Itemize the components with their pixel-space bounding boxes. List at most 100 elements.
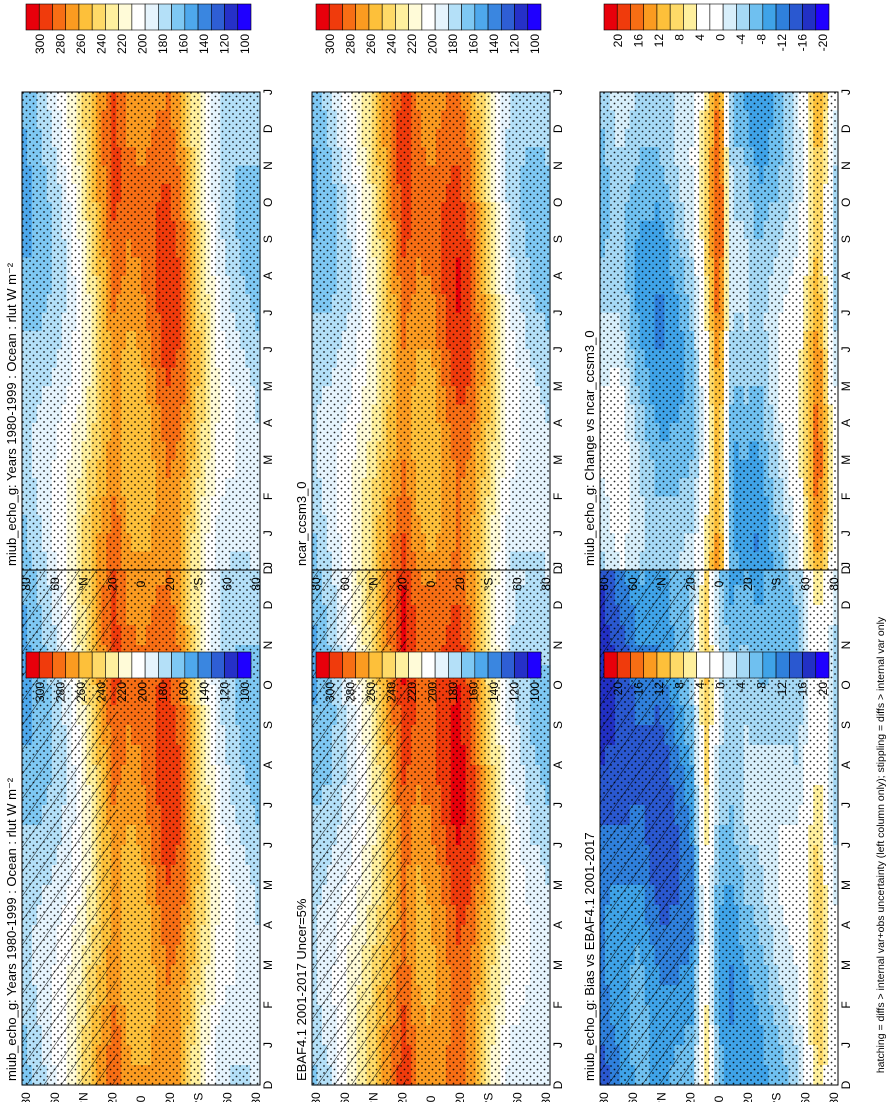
month-tick-label: M [261, 960, 275, 970]
colorbar-swatch [171, 651, 186, 679]
colorbar-label: -20 [816, 682, 830, 700]
lat-tick-label: 60 [48, 1092, 62, 1102]
colorbar-label: 160 [176, 682, 190, 702]
colorbar-label: 160 [466, 682, 480, 702]
month-tick-label: J [551, 1042, 565, 1048]
colorbar-swatch [52, 651, 67, 679]
lat-tick-label: 20 [741, 1092, 755, 1102]
colorbar-swatch [722, 651, 737, 679]
lat-tick-label: °S [192, 1093, 206, 1102]
month-tick-label: S [261, 721, 275, 729]
lat-tick-label: 20 [453, 1092, 467, 1102]
colorbar-label: 220 [115, 682, 129, 702]
lat-tick-label: °N [77, 1092, 91, 1102]
colorbar-swatch [474, 651, 489, 679]
colorbar-label: 0 [714, 682, 728, 689]
colorbar-swatch [696, 651, 711, 679]
colorbar-swatch [368, 651, 383, 679]
colorbar-swatch [643, 651, 658, 679]
lat-tick-label: 0 [424, 1095, 438, 1102]
colorbar-label: 120 [217, 682, 231, 702]
colorbar-label: 140 [487, 682, 501, 702]
colorbar-label: 12 [652, 682, 666, 696]
month-tick-label: S [551, 721, 565, 729]
colorbar-label: 100 [238, 682, 252, 702]
colorbar-label: 180 [156, 682, 170, 702]
colorbar-swatch [408, 651, 423, 679]
colorbar-swatch [788, 651, 803, 679]
colorbar-swatch [131, 651, 146, 679]
colorbar-label: 120 [507, 682, 521, 702]
colorbar-swatch [461, 651, 476, 679]
lat-tick-label: 80 [597, 1092, 611, 1102]
colorbar-label: 8 [673, 682, 687, 689]
colorbar-swatch [421, 651, 436, 679]
colorbar-swatch [118, 651, 133, 679]
colorbar-swatch [342, 651, 357, 679]
lat-tick-label: 80 [827, 1092, 841, 1102]
colorbar-swatch [762, 651, 777, 679]
month-tick-label: A [551, 761, 565, 769]
colorbar-label: 260 [74, 682, 88, 702]
hatching-overlay [312, 565, 408, 1085]
panel-title: EBAF4.1 2001-2017 Uncer=5% [294, 898, 309, 1081]
lat-tick-label: °N [655, 1092, 669, 1102]
lat-tick-label: 60 [338, 1092, 352, 1102]
colorbar-swatch [448, 651, 462, 679]
colorbar-label: -12 [775, 682, 789, 700]
lat-tick-label: 80 [19, 1092, 33, 1102]
month-tick-label: A [839, 761, 853, 769]
colorbar-label: 220 [405, 682, 419, 702]
month-tick-label: J [261, 562, 275, 568]
colorbar-swatch [381, 651, 396, 679]
colorbar-label: 280 [54, 682, 68, 702]
lat-tick-label: °S [482, 1093, 496, 1102]
month-tick-label: J [261, 842, 275, 848]
month-tick-label: J [839, 842, 853, 848]
lat-tick-label: 80 [249, 1092, 263, 1102]
month-tick-label: O [839, 680, 853, 689]
hatching-overlay [600, 565, 696, 1085]
colorbar-label: 280 [344, 682, 358, 702]
lat-tick-label: 0 [134, 1095, 148, 1102]
colorbar-swatch [184, 651, 199, 679]
colorbar-label: 140 [197, 682, 211, 702]
month-tick-label: O [261, 680, 275, 689]
panel-title: miub_echo_g: Years 1980-1999 : Ocean : r… [4, 777, 19, 1081]
month-tick-label: M [839, 880, 853, 890]
colorbar-swatch [656, 651, 671, 679]
hatching-overlay [22, 565, 118, 1085]
lat-tick-label: 20 [105, 1092, 119, 1102]
colorbar-swatch [775, 651, 790, 679]
colorbar-swatch [38, 651, 53, 679]
colorbar-swatch [669, 651, 684, 679]
lat-tick-label: 60 [626, 1092, 640, 1102]
colorbar-swatch [749, 651, 764, 679]
colorbar-swatch [434, 651, 449, 679]
lat-tick-label: 0 [712, 1095, 726, 1102]
month-tick-label: N [261, 641, 275, 650]
month-tick-label: A [839, 921, 853, 929]
colorbar: 20 16 12 8 4 0 -4 -8 -12 -16 -20 [603, 651, 830, 700]
lat-tick-label: 80 [539, 1092, 553, 1102]
colorbar-label: 4 [693, 682, 707, 689]
colorbar-label: 16 [632, 682, 646, 696]
lat-tick-label: 60 [798, 1092, 812, 1102]
month-tick-label: J [551, 842, 565, 848]
month-tick-label: D [551, 1080, 565, 1089]
lat-tick-label: 20 [163, 1092, 177, 1102]
colorbar-swatch [158, 651, 172, 679]
colorbar-swatch [736, 651, 750, 679]
colorbar-label: 200 [136, 682, 150, 702]
month-tick-label: D [261, 1080, 275, 1089]
colorbar-swatch [91, 651, 106, 679]
colorbar-label: 240 [95, 682, 109, 702]
month-tick-label: A [261, 761, 275, 769]
lat-tick-label: 60 [220, 1092, 234, 1102]
colorbar-label: 180 [446, 682, 460, 702]
colorbar-swatch [237, 651, 252, 679]
month-tick-label: S [839, 721, 853, 729]
panel-4: 80 60 °N 20 0 20 °S 60 80DJFMAMJJASONDJmiub_echo… [4, 3, 275, 591]
colorbar-label: 300 [323, 682, 337, 702]
